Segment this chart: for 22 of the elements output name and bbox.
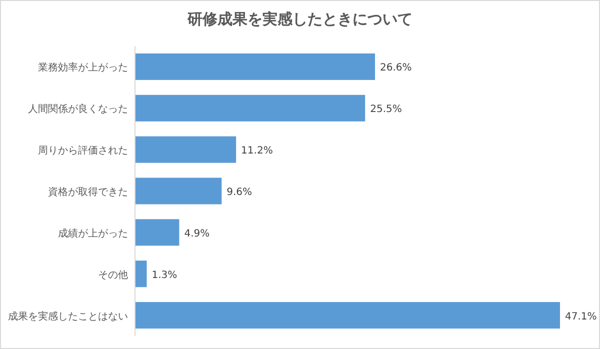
bar [135,136,236,163]
data-label: 26.6% [380,62,412,74]
data-label: 47.1% [565,311,597,322]
y-tick-label: 周りから評価された [38,144,128,157]
y-tick-label: 業務効率が上がった [38,62,128,74]
y-tick-label: その他 [98,268,128,281]
data-label: 9.6% [226,187,252,198]
data-label: 1.3% [152,270,178,281]
bar [135,260,147,288]
y-tick-label: 資格が取得できた [48,186,128,198]
bar [135,53,376,80]
chart-title: 研修成果を実感したときについて [186,10,412,28]
bar [135,302,560,329]
data-label: 11.2% [241,146,273,157]
bar [135,178,222,204]
bar [135,94,366,122]
data-label: 4.9% [184,228,210,240]
data-label: 25.5% [370,104,402,116]
y-tick-label: 成果を実感したことはない [8,310,128,322]
bar [135,219,180,246]
y-tick-label: 人間関係が良くなった [28,103,128,116]
y-tick-label: 成績が上がった [58,227,128,240]
